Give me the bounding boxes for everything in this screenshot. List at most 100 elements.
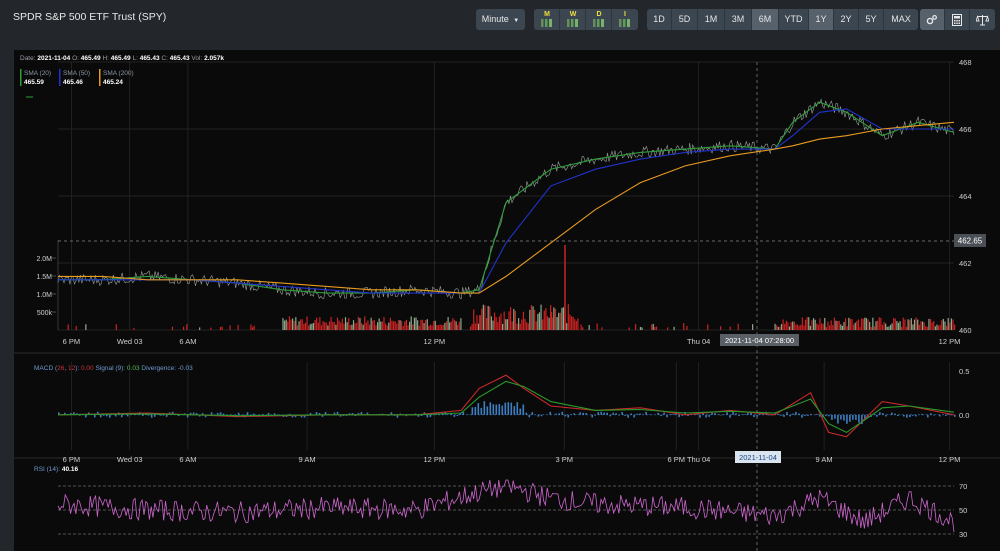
range-5d-button[interactable]: 5D — [672, 9, 698, 30]
volume-bar — [538, 312, 541, 330]
volume-bar — [381, 321, 383, 330]
range-max-button[interactable]: MAX — [891, 14, 911, 24]
volume-bar — [344, 317, 347, 330]
range-1d-button[interactable]: 1D — [647, 9, 672, 30]
divergence-bar — [480, 407, 483, 415]
volume-bar — [354, 323, 356, 330]
divergence-bar — [912, 414, 914, 416]
volume-bar — [333, 322, 335, 330]
divergence-bar — [414, 413, 417, 415]
divergence-bar — [555, 413, 558, 415]
chart-area[interactable]: Date: 2021-11-04 O: 465.49 H: 465.49 L: … — [14, 50, 1000, 551]
divergence-bar — [897, 414, 899, 417]
volume-bar — [822, 323, 824, 330]
volume-bar — [469, 326, 472, 330]
period-intraday-button[interactable]: I — [612, 9, 638, 30]
divergence-bar — [504, 402, 507, 415]
divergence-bar — [489, 402, 492, 415]
period-month-button[interactable]: M — [534, 9, 560, 30]
settings-button[interactable] — [920, 9, 945, 30]
divergence-bar — [339, 414, 342, 417]
volume-bar — [522, 311, 525, 330]
volume-bar — [793, 321, 795, 330]
volume-bar — [949, 322, 951, 330]
divergence-bar — [201, 413, 204, 415]
volume-bar — [550, 305, 552, 330]
sma20-swatch — [20, 69, 22, 86]
volume-bar — [442, 324, 444, 330]
divergence-bar — [147, 414, 150, 416]
volume-bar — [415, 317, 417, 330]
volume-bar — [405, 319, 408, 330]
volume-bar — [460, 318, 462, 330]
scale-button[interactable] — [970, 9, 995, 30]
volume-bar — [537, 313, 539, 330]
divergence-bar — [513, 406, 516, 415]
day-chart-icon: D — [592, 11, 606, 27]
divergence-bar — [69, 413, 72, 415]
divergence-bar — [603, 412, 605, 415]
divergence-bar — [579, 412, 582, 415]
volume-bar — [449, 322, 451, 330]
volume-bar — [186, 324, 188, 330]
range-3m-button[interactable]: 3M — [725, 9, 752, 30]
volume-bar — [237, 324, 239, 330]
volume-bar — [327, 325, 329, 330]
divergence-bar — [750, 411, 752, 415]
volume-bar — [319, 317, 321, 330]
volume-bar — [444, 322, 446, 330]
volume-bar — [556, 317, 558, 330]
volume-bar — [588, 324, 590, 330]
divergence-bar — [726, 412, 728, 415]
volume-bar — [954, 324, 956, 330]
period-week-button[interactable]: W — [560, 9, 586, 30]
tools-group — [920, 9, 995, 30]
range-5y-button[interactable]: 5Y — [859, 9, 884, 30]
volume-bar — [498, 316, 500, 330]
rsi-y-tick-label: 50 — [959, 506, 967, 515]
divergence-bar — [582, 412, 585, 415]
divergence-bar — [105, 414, 108, 417]
volume-bar — [854, 322, 856, 330]
volume-bar — [950, 318, 952, 330]
divergence-bar — [861, 414, 863, 425]
range-6m-button[interactable]: 6M — [752, 9, 779, 30]
range-ytd-button[interactable]: YTD — [779, 9, 809, 30]
volume-bar — [941, 320, 943, 330]
divergence-bar — [858, 414, 860, 423]
period-day-button[interactable]: D — [586, 9, 612, 30]
divergence-bar — [126, 414, 129, 417]
volume-bar — [864, 317, 866, 330]
divergence-bar — [459, 412, 462, 415]
volume-bar — [511, 321, 513, 330]
main-y-tick-label: 460 — [959, 326, 972, 335]
divergence-bar — [705, 414, 707, 418]
volume-bar — [296, 325, 299, 330]
divergence-bar — [333, 412, 336, 415]
divergence-bar — [852, 414, 854, 420]
volume-bar — [849, 318, 852, 330]
volume-bar — [183, 326, 185, 330]
divergence-bar — [627, 414, 629, 418]
volume-bar — [545, 308, 547, 330]
divergence-bar — [594, 414, 597, 416]
range-1m-button[interactable]: 1M — [698, 9, 725, 30]
chart-svg[interactable]: Date: 2021-11-04 O: 465.49 H: 465.49 L: … — [14, 50, 1000, 551]
calculator-button[interactable] — [945, 9, 970, 30]
volume-bar — [67, 324, 69, 330]
volume-bar — [654, 326, 656, 330]
divergence-bar — [474, 407, 477, 415]
volume-bar — [833, 317, 835, 330]
range-1y-button[interactable]: 1Y — [809, 9, 834, 30]
volume-bar — [372, 320, 374, 330]
volume-bar — [558, 312, 560, 330]
volume-bar — [474, 323, 476, 330]
divergence-bar — [177, 414, 180, 417]
interval-dropdown[interactable]: Minute ▼ — [476, 9, 525, 30]
main-x-tick-label: 6 AM — [179, 337, 196, 346]
divergence-bar — [612, 412, 614, 415]
macd-x-tick-label: Wed 03 — [117, 455, 143, 464]
volume-bar — [790, 322, 792, 330]
range-2y-button[interactable]: 2Y — [834, 9, 859, 30]
volume-bar — [550, 312, 553, 330]
